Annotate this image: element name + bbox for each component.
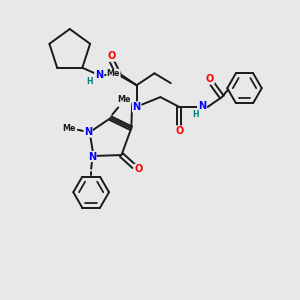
- Text: H: H: [193, 110, 199, 119]
- Text: N: N: [84, 127, 92, 137]
- Text: Me: Me: [107, 69, 120, 78]
- Text: N: N: [95, 70, 103, 80]
- Text: O: O: [134, 164, 142, 174]
- Text: N: N: [133, 102, 141, 112]
- Text: N: N: [198, 101, 206, 111]
- Text: H: H: [87, 76, 93, 85]
- Text: Me: Me: [117, 95, 131, 104]
- Text: O: O: [108, 51, 116, 61]
- Text: Me: Me: [62, 124, 76, 133]
- Text: O: O: [206, 74, 214, 84]
- Text: N: N: [88, 152, 96, 161]
- Text: O: O: [175, 126, 183, 136]
